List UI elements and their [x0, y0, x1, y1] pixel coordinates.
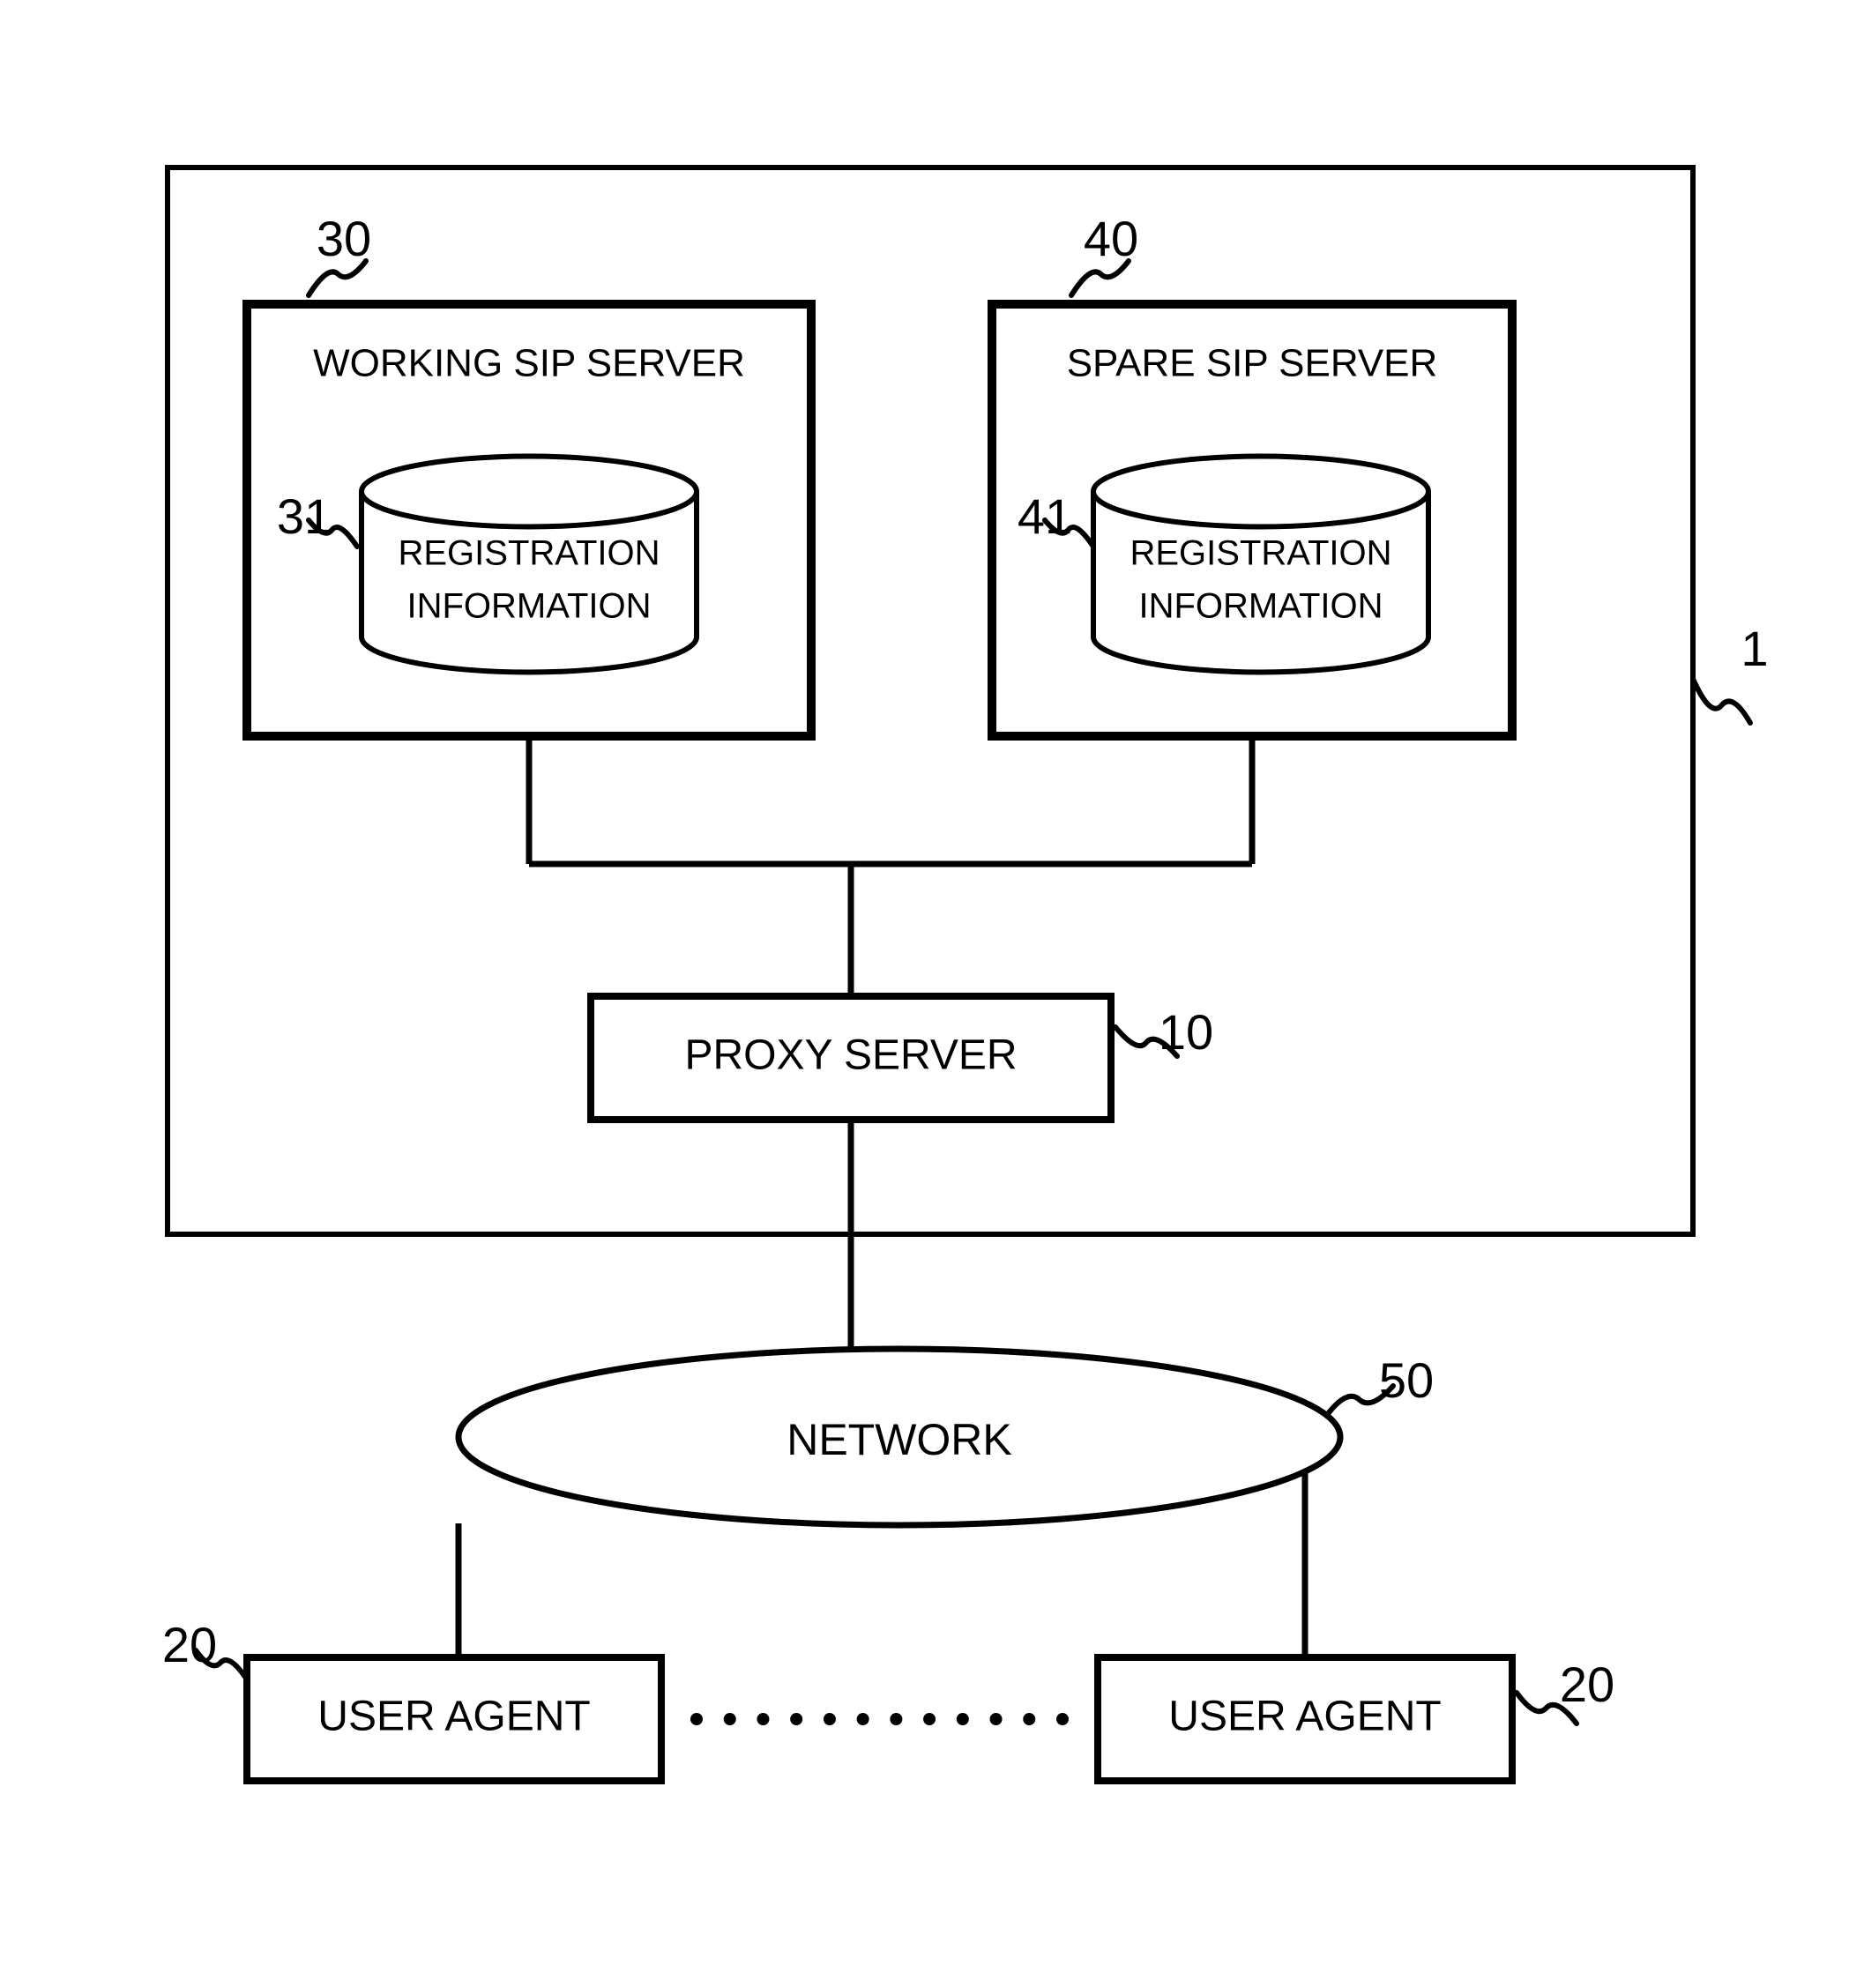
working-sip-server-title: WORKING SIP SERVER	[313, 342, 745, 385]
working-db-label-1: REGISTRATION	[398, 534, 660, 573]
ref-40-label: 40	[1084, 211, 1138, 266]
ellipsis-dot	[824, 1713, 836, 1725]
ellipsis-dot	[923, 1713, 936, 1725]
user-agent-right-label: USER AGENT	[1168, 1694, 1441, 1740]
proxy-server-label: PROXY SERVER	[684, 1032, 1017, 1079]
spare-db-label-1: REGISTRATION	[1130, 534, 1391, 573]
user-agent-left-label: USER AGENT	[317, 1694, 590, 1740]
ref-1-label: 1	[1741, 621, 1768, 676]
ellipsis-dot	[857, 1713, 869, 1725]
working-db-label-2: INFORMATION	[406, 587, 651, 626]
network-label: NETWORK	[787, 1415, 1012, 1464]
ellipsis-dot	[890, 1713, 902, 1725]
ellipsis-dot	[690, 1713, 703, 1725]
ref-10-label: 10	[1159, 1004, 1213, 1060]
spare-sip-server-title: SPARE SIP SERVER	[1067, 342, 1438, 385]
ellipsis-dot	[790, 1713, 802, 1725]
ref-50-label: 50	[1379, 1352, 1434, 1408]
spare-db-top	[1093, 457, 1428, 527]
ellipsis-dot	[724, 1713, 736, 1725]
ellipsis-dot	[1056, 1713, 1069, 1725]
ref-31-label: 31	[277, 488, 332, 544]
ref-1-squiggle	[1693, 679, 1750, 723]
ref-20-right-label: 20	[1560, 1657, 1614, 1712]
ellipsis-dot	[1023, 1713, 1035, 1725]
working-db-top	[362, 457, 697, 527]
ellipsis-dot	[957, 1713, 969, 1725]
ref-30-label: 30	[317, 211, 371, 266]
ellipsis-dot	[990, 1713, 1003, 1725]
spare-db-label-2: INFORMATION	[1138, 587, 1383, 626]
ellipsis-dot	[757, 1713, 769, 1725]
